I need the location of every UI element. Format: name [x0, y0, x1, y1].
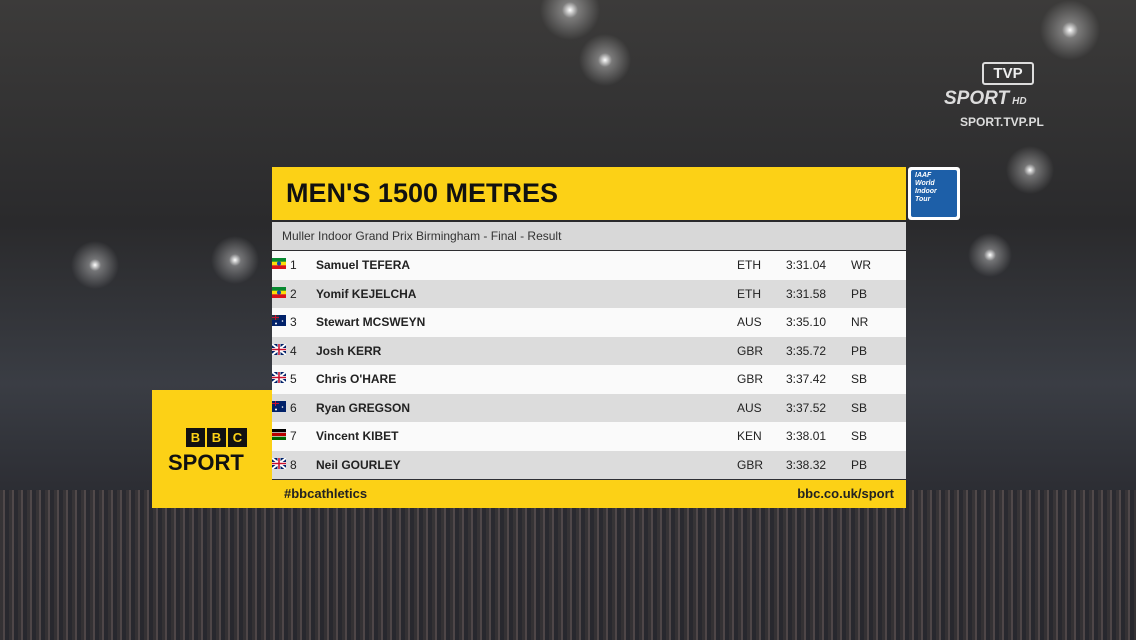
- rank: 8: [290, 457, 297, 472]
- subtitle: Muller Indoor Grand Prix Birmingham - Fi…: [282, 229, 562, 243]
- time: 3:38.32: [786, 457, 827, 472]
- flag: [272, 286, 286, 298]
- iaaf-line: Indoor: [915, 188, 937, 195]
- flag: [271, 456, 287, 470]
- footer-bar: #bbcathletics bbc.co.uk/sport: [272, 480, 906, 508]
- time: 3:37.42: [786, 372, 827, 386]
- athlete: Josh KERR: [316, 343, 382, 358]
- bbc-letter: B: [207, 428, 226, 447]
- rank: 2: [290, 286, 297, 301]
- time: 3:31.04: [786, 258, 827, 272]
- rank: 6: [290, 400, 297, 415]
- iaaf-badge: IAAF World Indoor Tour: [911, 170, 957, 217]
- athlete: Samuel TEFERA: [316, 258, 411, 272]
- record: SB: [851, 429, 868, 443]
- country: ETH: [737, 286, 761, 301]
- country: ETH: [737, 258, 761, 272]
- athlete: Yomif KEJELCHA: [316, 286, 417, 301]
- record: PB: [851, 286, 868, 301]
- rank: 4: [290, 343, 297, 358]
- channel: SPORT: [944, 88, 1010, 109]
- time: 3:35.72: [786, 343, 827, 358]
- flag: [271, 371, 287, 384]
- sport-word: SPORT: [168, 450, 244, 475]
- country: GBR: [737, 343, 764, 358]
- time: 3:38.01: [786, 429, 827, 443]
- bbc-letter: C: [228, 428, 247, 447]
- flag: [272, 258, 286, 269]
- flag: [272, 429, 286, 440]
- results-table: 1 Samuel TEFERA ETH 3:31.04 WR 2 Yomif KEJEL…: [271, 251, 906, 479]
- flag: [272, 400, 286, 412]
- athlete: Neil GOURLEY: [316, 457, 401, 472]
- quality: HD: [1012, 96, 1027, 107]
- result-row: 5 Chris O'HARE GBR 3:37.42 SB: [271, 365, 906, 394]
- iaaf-line: Tour: [915, 196, 931, 203]
- tvp-logo: TVP: [982, 62, 1034, 85]
- record: WR: [851, 258, 871, 272]
- rank: 1: [290, 258, 297, 272]
- bbc-letter: B: [186, 428, 205, 447]
- athlete: Stewart MCSWEYN: [316, 315, 426, 329]
- record: PB: [851, 457, 868, 472]
- iaaf-logo: IAAF World Indoor Tour: [908, 167, 960, 220]
- record: PB: [851, 343, 868, 358]
- result-row: 8 Neil GOURLEY GBR 3:38.32 PB: [271, 450, 906, 479]
- record: SB: [851, 400, 868, 415]
- flag: [271, 342, 287, 356]
- rank: 5: [290, 372, 297, 386]
- country: GBR: [737, 372, 764, 386]
- record: NR: [851, 315, 869, 329]
- country: GBR: [737, 457, 764, 472]
- title-bar: MEN'S 1500 METRES: [272, 167, 906, 220]
- hashtag: #bbcathletics: [284, 486, 368, 501]
- result-row: 4 Josh KERR GBR 3:35.72 PB: [271, 336, 906, 365]
- record: SB: [851, 372, 868, 386]
- title: MEN'S 1500 METRES: [286, 178, 559, 208]
- subtitle-bar: Muller Indoor Grand Prix Birmingham - Fi…: [272, 222, 906, 250]
- athlete: Chris O'HARE: [316, 372, 397, 386]
- time: 3:31.58: [786, 286, 827, 301]
- crowd-background: [0, 490, 1136, 640]
- website: SPORT.TVP.PL: [960, 115, 1044, 129]
- result-row: 2 Yomif KEJELCHA ETH 3:31.58 PB: [272, 279, 906, 308]
- iaaf-brand: IAAF: [915, 172, 932, 179]
- country: AUS: [737, 400, 762, 415]
- time: 3:37.52: [786, 400, 827, 415]
- flag: [272, 315, 286, 326]
- result-row: 1 Samuel TEFERA ETH 3:31.04 WR: [272, 251, 906, 280]
- rank: 7: [290, 429, 297, 443]
- result-row: 7 Vincent KIBET KEN 3:38.01 SB: [272, 422, 906, 451]
- iaaf-line: World: [915, 180, 935, 187]
- athlete: Vincent KIBET: [316, 429, 399, 443]
- rank: 3: [290, 315, 297, 329]
- channel-name: SPORT HD: [944, 88, 1027, 110]
- athlete: Ryan GREGSON: [316, 400, 411, 415]
- country: AUS: [737, 315, 762, 329]
- time: 3:35.10: [786, 315, 827, 329]
- result-row: 3 Stewart MCSWEYN AUS 3:35.10 NR: [272, 308, 906, 337]
- url: bbc.co.uk/sport: [797, 486, 894, 501]
- country: KEN: [737, 429, 762, 443]
- result-row: 6 Ryan GREGSON AUS 3:37.52 SB: [272, 393, 906, 422]
